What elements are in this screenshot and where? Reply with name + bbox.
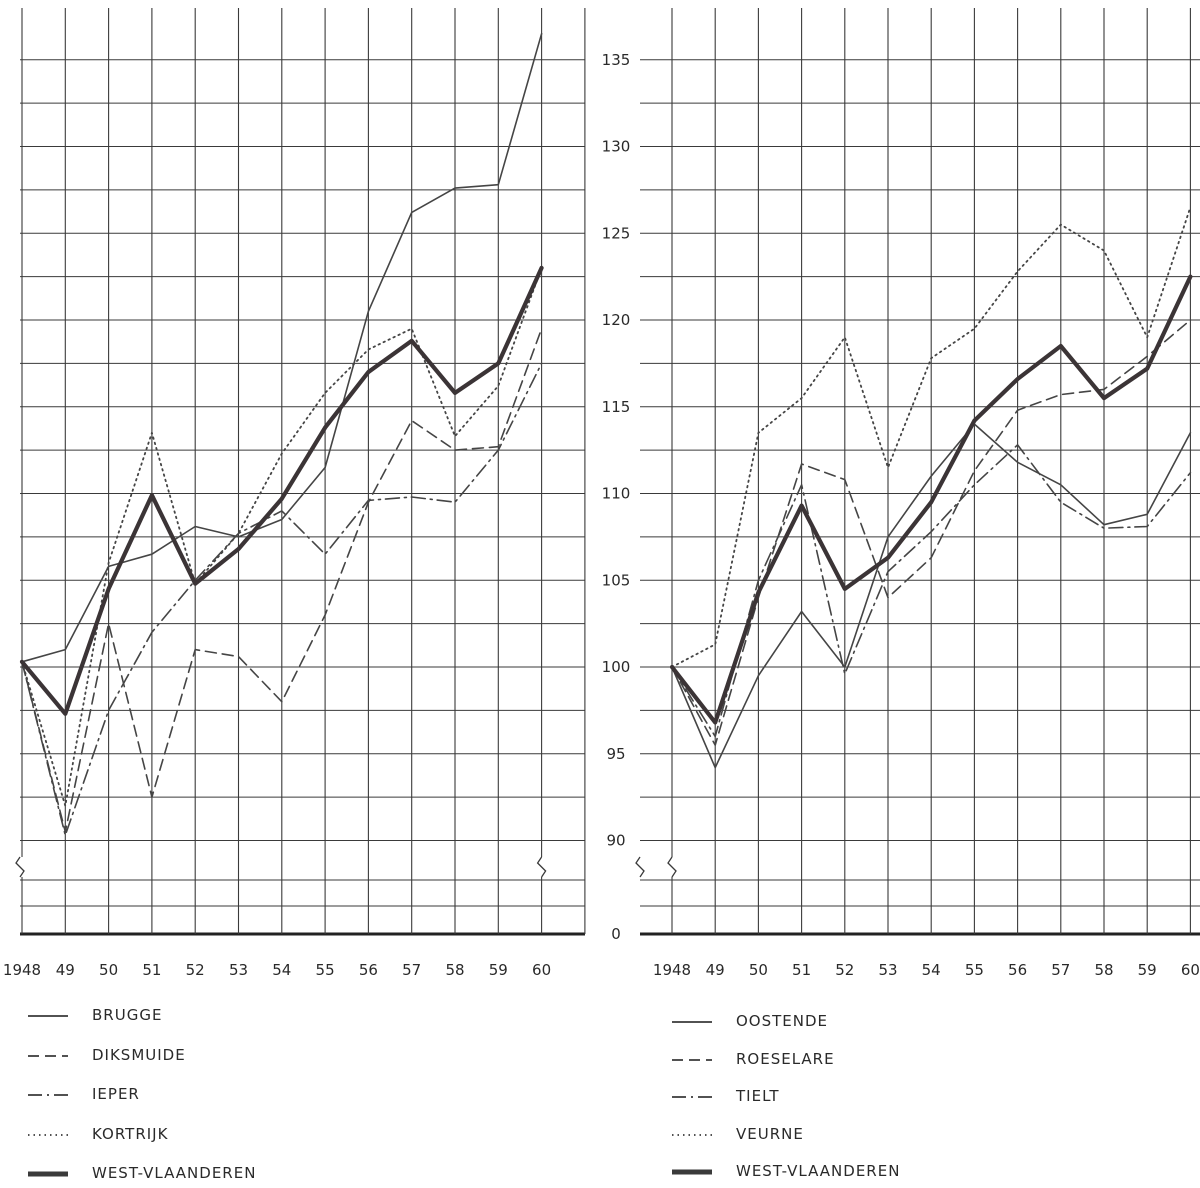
x-tick-label: 50 <box>749 961 768 979</box>
x-tick-label: 51 <box>792 961 811 979</box>
x-tick-label: 53 <box>878 961 897 979</box>
y-tick-label: 115 <box>602 398 631 416</box>
x-tick-label: 53 <box>229 961 248 979</box>
legend-swatch <box>28 1133 68 1136</box>
legend-label: ROESELARE <box>736 1049 835 1068</box>
x-tick-label: 52 <box>186 961 205 979</box>
x-tick-label: 49 <box>56 961 75 979</box>
series-line-tielt <box>671 444 1192 738</box>
axis-break-mark <box>667 856 677 878</box>
legend-label: DIKSMUIDE <box>92 1045 186 1064</box>
grid-vertical <box>21 8 586 934</box>
x-tick-label: 60 <box>532 961 551 979</box>
legend-item: KORTRIJK <box>24 1125 324 1149</box>
x-tick-label: 58 <box>445 961 464 979</box>
x-tick-label: 55 <box>965 961 984 979</box>
y-tick-label: 120 <box>602 311 631 329</box>
legend-swatch <box>672 1096 712 1098</box>
y-tick-label: 0 <box>611 925 621 943</box>
series-line-oostende <box>671 423 1192 769</box>
legend-swatch <box>28 1015 68 1017</box>
y-tick-label: 135 <box>602 51 631 69</box>
x-tick-label: 54 <box>922 961 941 979</box>
x-tick-label: 50 <box>99 961 118 979</box>
series-line-brugge <box>21 32 543 663</box>
x-tick-label: 1948 <box>653 961 691 979</box>
y-tick-label: 100 <box>602 658 631 676</box>
chart-panel-2: 1948 49 50 51 52 53 54 55 56 57 58 59 60 <box>635 8 1200 979</box>
legend-label: VEURNE <box>736 1124 804 1143</box>
series-line-kortrijk <box>21 266 543 807</box>
legend-item: WEST-VLAANDEREN <box>668 1162 968 1186</box>
x-tick-label: 49 <box>706 961 725 979</box>
legend-swatch <box>672 1133 712 1136</box>
y-tick-label: 110 <box>602 485 631 503</box>
series-line-ieper <box>21 362 543 837</box>
x-tick-label: 57 <box>1051 961 1070 979</box>
legend-swatch <box>672 1058 712 1061</box>
series-line-diksmuide <box>21 327 543 833</box>
legend-item: TIELT <box>668 1087 968 1111</box>
legend-item: IEPER <box>24 1085 324 1109</box>
legend-label: TIELT <box>736 1087 780 1105</box>
x-tick-label: 1948 <box>3 961 41 979</box>
legend-label: IEPER <box>92 1085 140 1103</box>
series-line-west-vlaanderen <box>19 265 544 716</box>
x-tick-label: 52 <box>835 961 854 979</box>
legend-label: BRUGGE <box>92 1006 163 1024</box>
legend-item: ROESELARE <box>668 1050 968 1074</box>
x-tick-label: 54 <box>272 961 291 979</box>
legend-right: OOSTENDE ROESELARE TIELT VEURNE WEST-VLAANDE… <box>668 1012 968 1180</box>
legend-swatch <box>28 1171 68 1177</box>
legend-label: KORTRIJK <box>92 1124 169 1143</box>
chart-panel-1: 1948 49 50 51 52 53 54 55 56 57 58 59 60 <box>3 8 586 979</box>
legend-swatch <box>28 1094 68 1096</box>
legend-item: OOSTENDE <box>668 1012 968 1036</box>
legend-item: VEURNE <box>668 1125 968 1149</box>
x-tick-label: 56 <box>359 961 378 979</box>
y-tick-label: 105 <box>602 571 631 589</box>
series-line-veurne <box>671 206 1192 668</box>
x-tick-label: 56 <box>1008 961 1027 979</box>
x-tick-label: 55 <box>316 961 335 979</box>
legend-left: BRUGGE DIKSMUIDE IEPER KORTRIJK WEST-VLAANDE… <box>24 1006 324 1182</box>
legend-swatch <box>672 1169 712 1175</box>
legend-item: BRUGGE <box>24 1006 324 1030</box>
legend-item: DIKSMUIDE <box>24 1046 324 1070</box>
x-tick-label: 59 <box>1138 961 1157 979</box>
legend-swatch <box>672 1021 712 1023</box>
y-tick-label: 95 <box>606 745 625 763</box>
x-tick-label: 59 <box>489 961 508 979</box>
legend-label: WEST-VLAANDEREN <box>92 1164 257 1182</box>
axis-break-mark <box>15 856 25 878</box>
x-tick-label: 60 <box>1181 961 1200 979</box>
axis-break-mark <box>635 856 645 878</box>
y-tick-label: 125 <box>602 224 631 242</box>
x-tick-label: 57 <box>402 961 421 979</box>
axis-break-mark <box>536 856 547 878</box>
x-tick-label: 58 <box>1094 961 1113 979</box>
legend-label: WEST-VLAANDEREN <box>736 1162 901 1180</box>
y-tick-label: 90 <box>606 832 625 850</box>
y-tick-label: 130 <box>602 138 631 156</box>
legend-item: WEST-VLAANDEREN <box>24 1164 324 1188</box>
legend-swatch <box>28 1054 68 1057</box>
x-tick-label: 51 <box>142 961 161 979</box>
grid-horizontal <box>640 59 1200 936</box>
legend-label: OOSTENDE <box>736 1012 829 1030</box>
grid-vertical <box>671 8 1191 934</box>
grid-horizontal <box>20 59 585 936</box>
series-line-west-vlaanderen <box>669 274 1193 725</box>
